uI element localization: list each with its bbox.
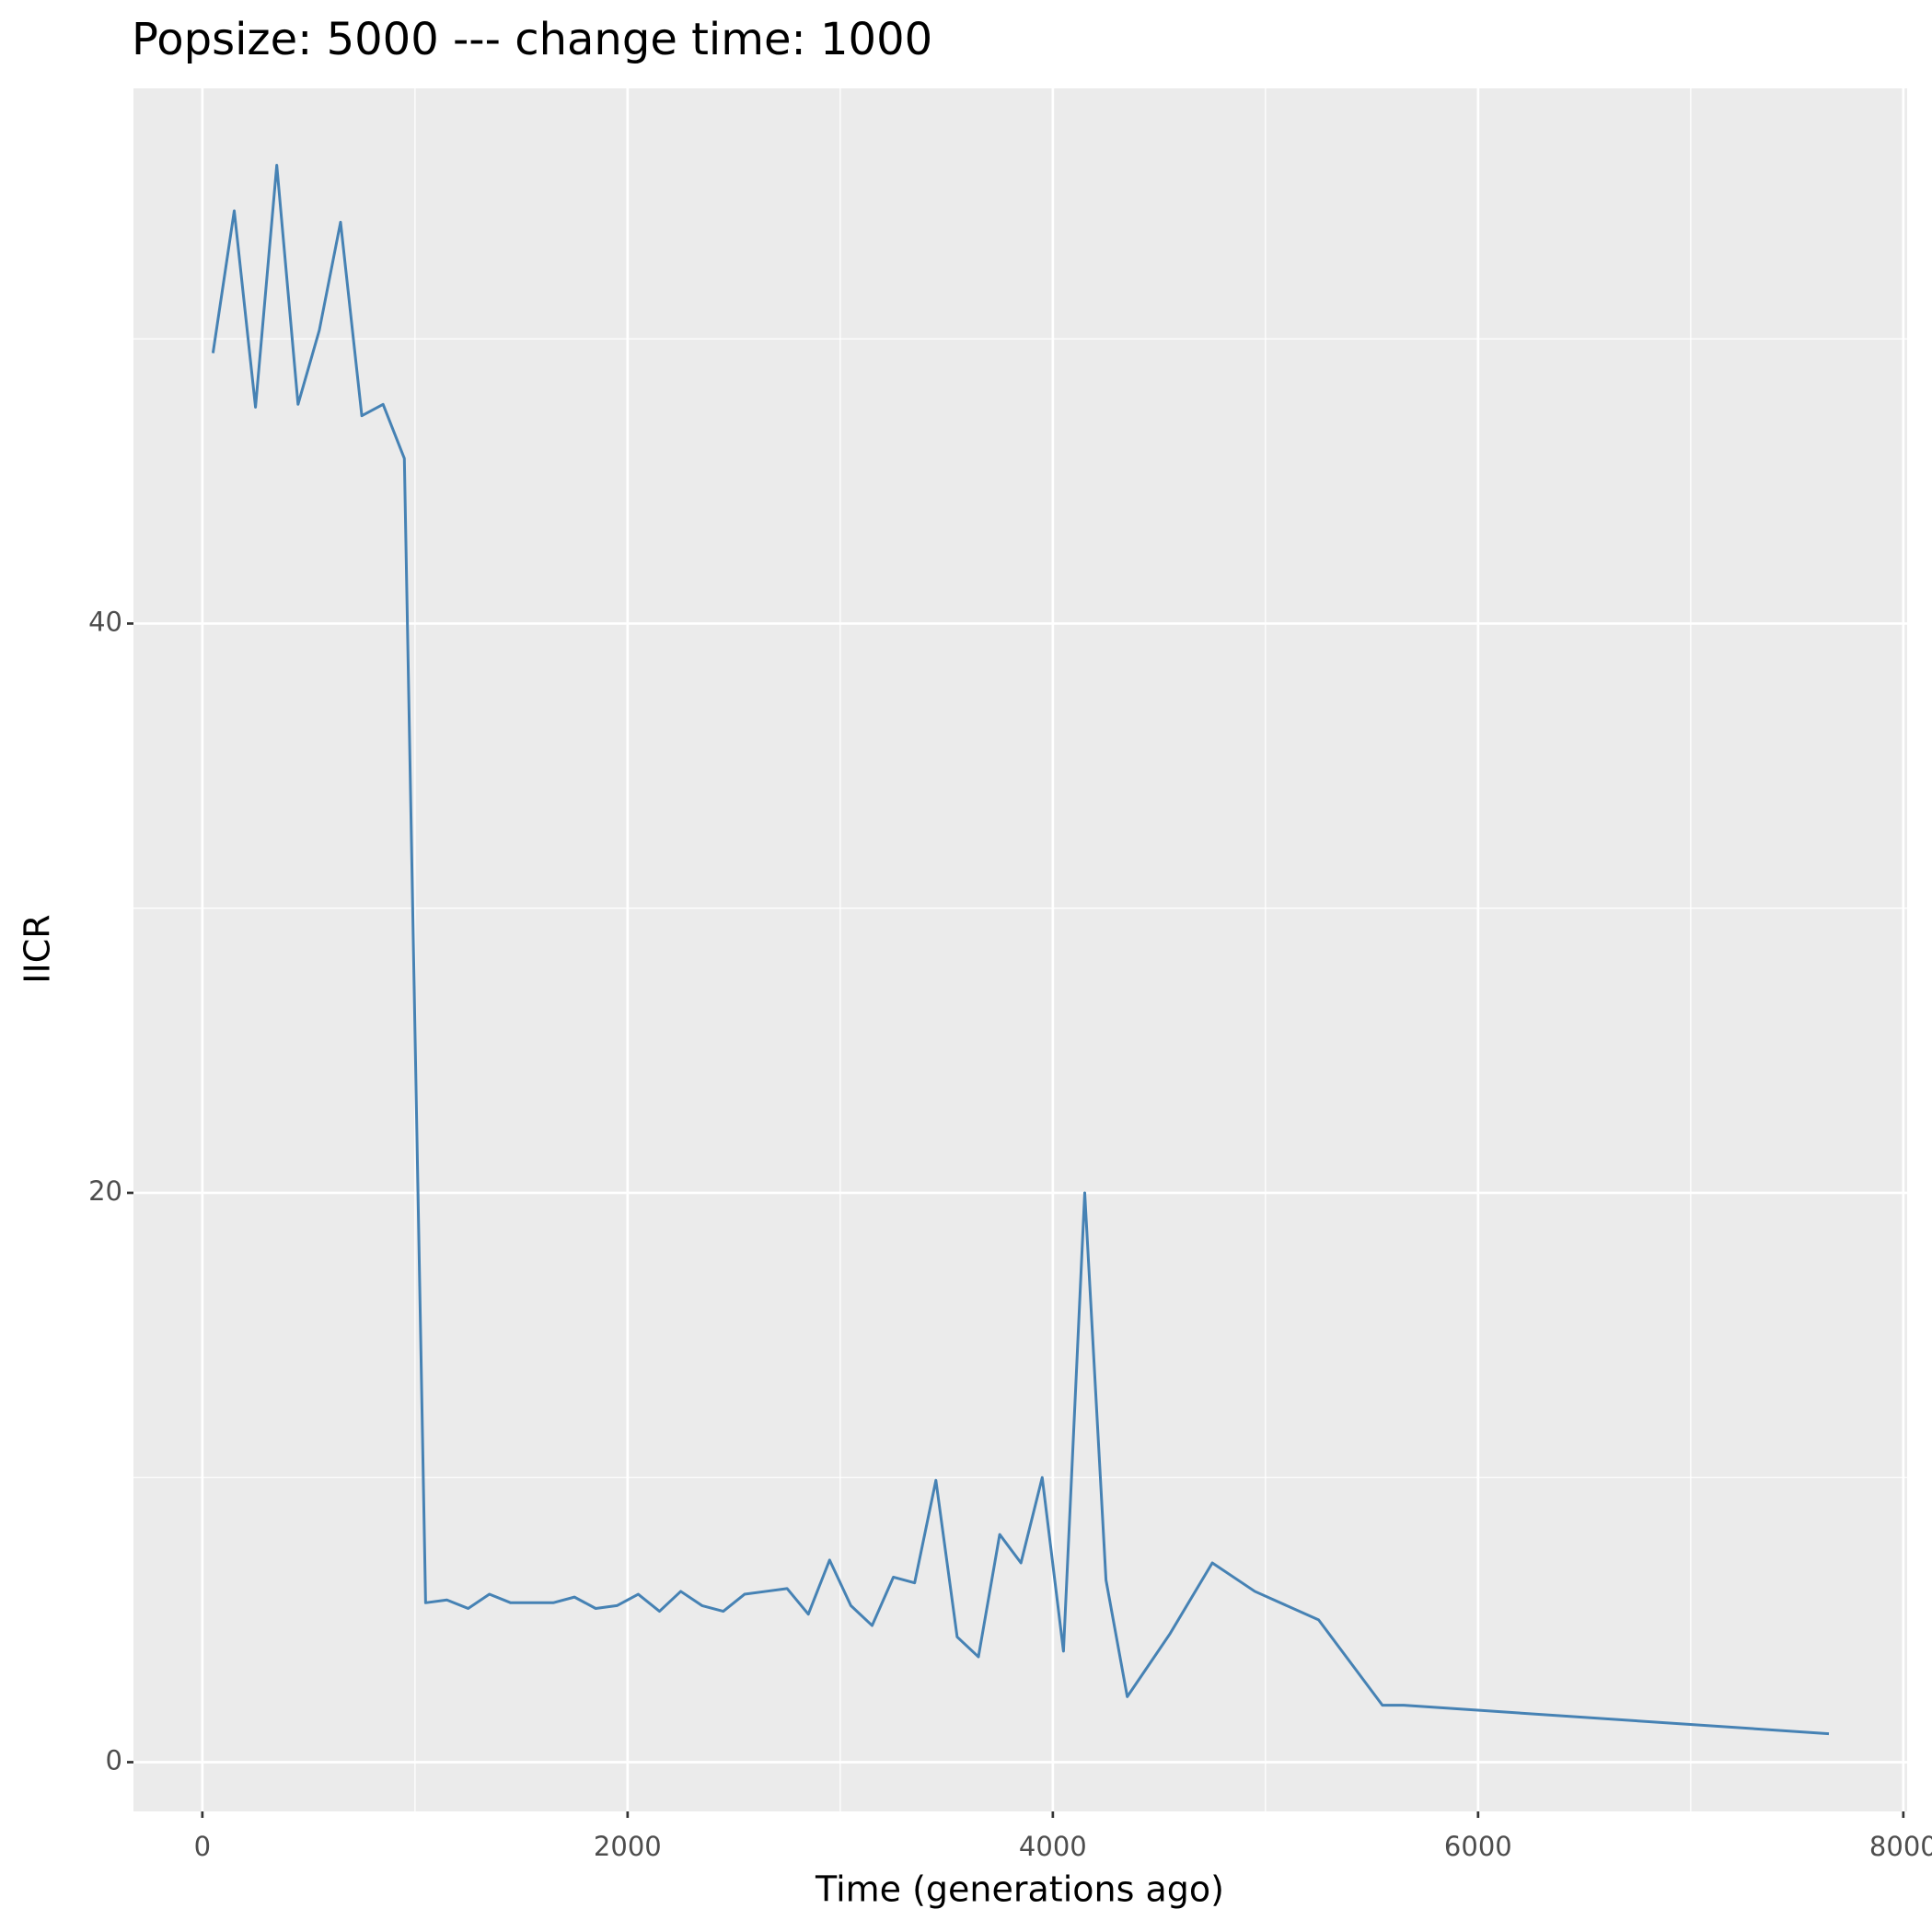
y-tick-label: 0 — [106, 1744, 122, 1776]
x-tick-label: 0 — [194, 1831, 211, 1862]
y-tick-label: 40 — [88, 606, 122, 637]
x-tick-label: 2000 — [594, 1831, 662, 1862]
data-line — [211, 164, 1830, 1736]
y-tick-label: 20 — [88, 1175, 122, 1207]
panel — [133, 88, 1907, 1811]
y-axis-title: IICR — [17, 914, 58, 983]
x-tick-label: 4000 — [1019, 1831, 1087, 1862]
x-tick-label: 8000 — [1869, 1831, 1932, 1862]
x-tick-label: 6000 — [1444, 1831, 1512, 1862]
x-axis-title: Time (generations ago) — [815, 1869, 1224, 1910]
chart-title: Popsize: 5000 --- change time: 1000 — [132, 14, 932, 65]
